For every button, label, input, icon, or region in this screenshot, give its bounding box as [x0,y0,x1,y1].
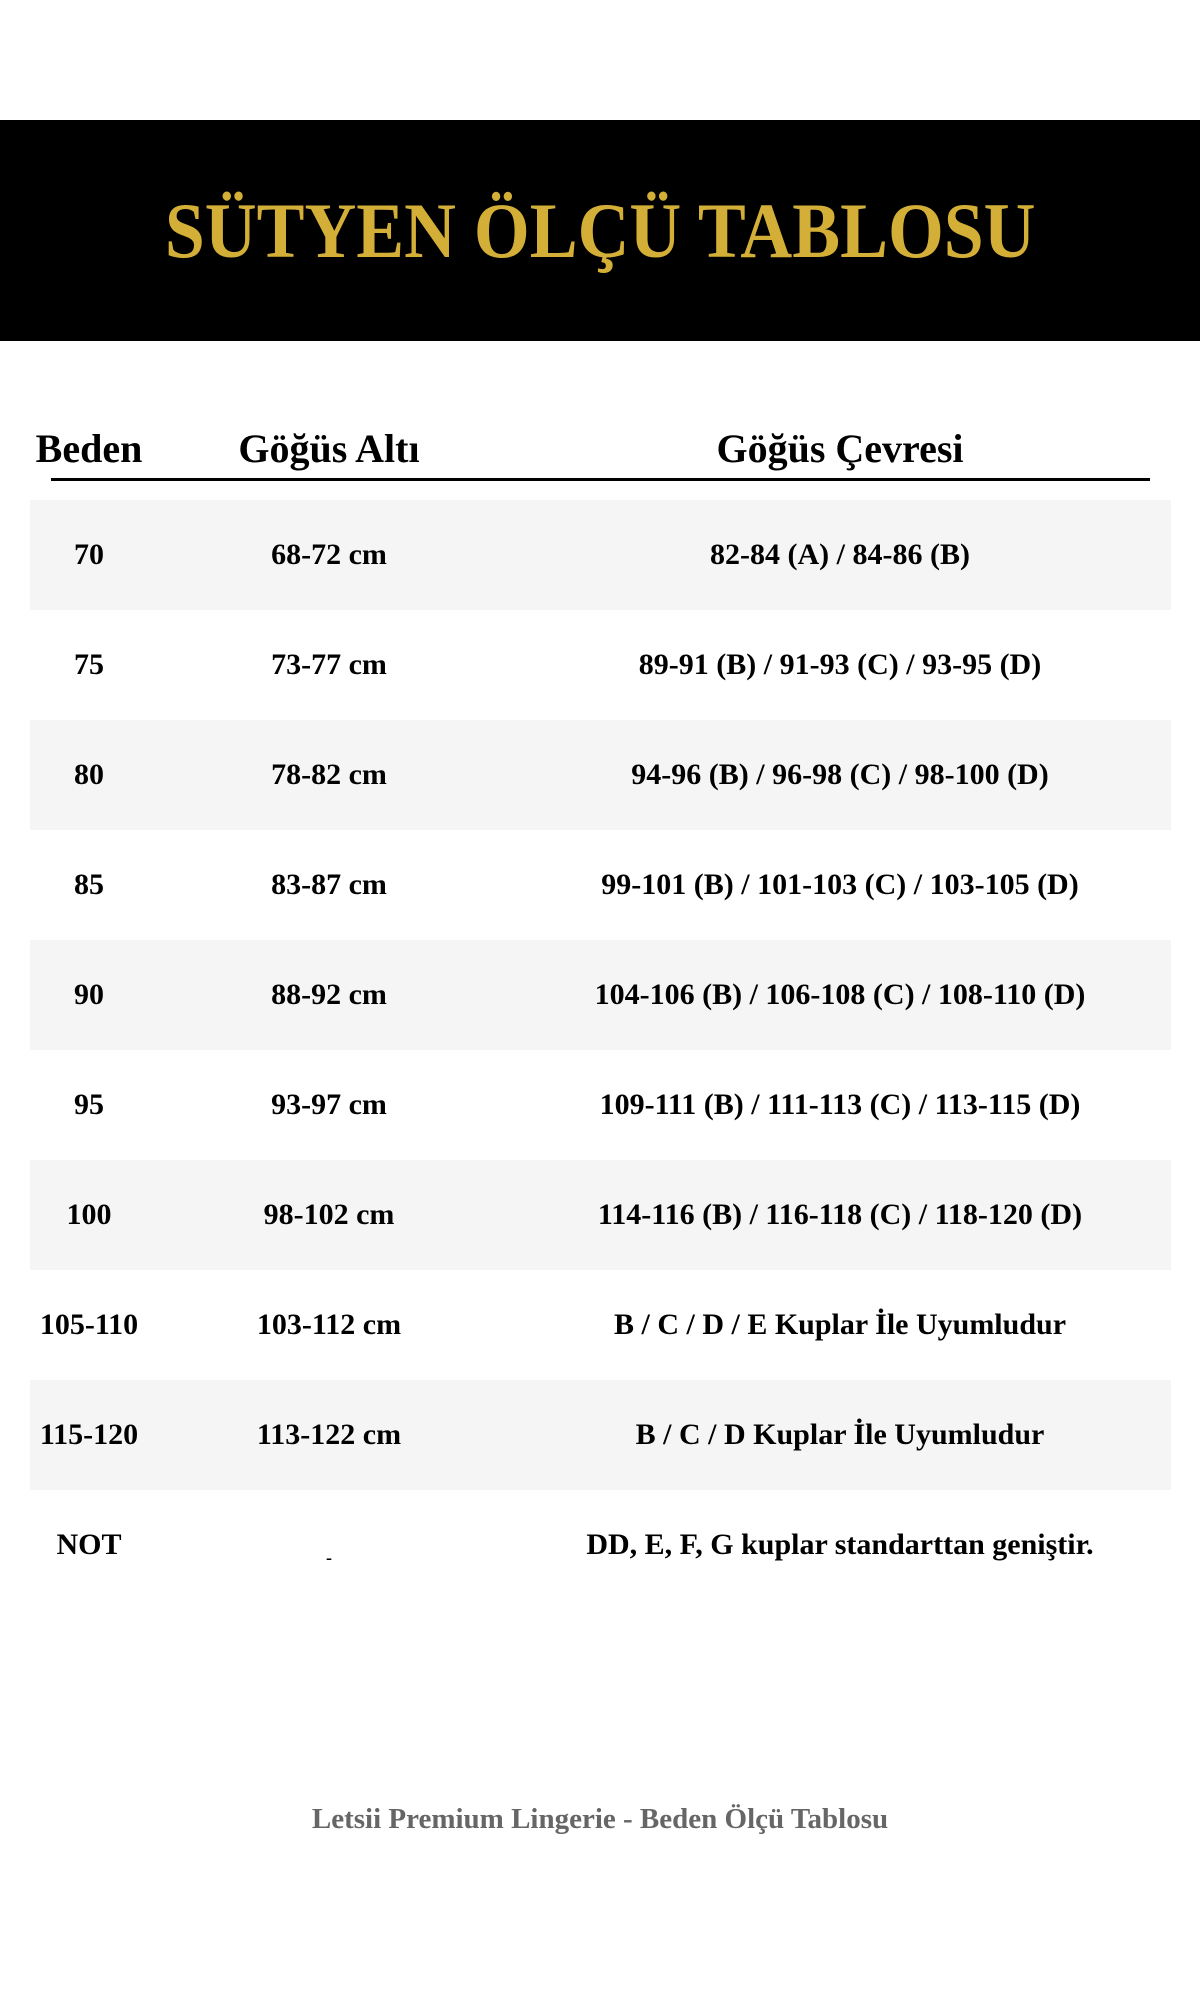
size-cell: 115-120 [39,1418,139,1451]
size-cell: 80 [74,758,104,791]
underbust-cell: 98-102 cm [263,1198,395,1231]
bust-cell: B / C / D Kuplar İle Uyumludur [635,1418,1045,1451]
page-title: SÜTYEN ÖLÇÜ TABLOSU [164,186,1036,274]
size-cell: 70 [74,538,104,571]
header-divider [51,478,1150,481]
bust-cell: DD, E, F, G kuplar standarttan geniştir. [586,1528,1094,1561]
title-banner: SÜTYEN ÖLÇÜ TABLOSU [0,120,1200,341]
size-cell: 95 [74,1088,104,1121]
underbust-cell: 88-92 cm [271,978,387,1011]
table-row: 70 68-72 cm 82-84 (A) / 84-86 (B) [30,500,1171,610]
header-gogus-alti: Göğüs Altı [238,426,420,471]
table-row: 105-110 103-112 cm B / C / D / E Kuplar İl… [30,1270,1171,1380]
footer-caption: Letsii Premium Lingerie - Beden Ölçü Tab… [311,1803,889,1835]
underbust-cell: 83-87 cm [271,868,387,901]
table-row: 95 93-97 cm 109-111 (B) / 111-113 (C) / 11… [30,1050,1171,1160]
table-row: 100 98-102 cm 114-116 (B) / 116-118 (C) / … [30,1160,1171,1270]
underbust-cell: 93-97 cm [271,1088,387,1121]
underbust-cell: 103-112 cm [256,1308,402,1341]
bust-cell: 82-84 (A) / 84-86 (B) [710,538,970,571]
table-row: 75 73-77 cm 89-91 (B) / 91-93 (C) / 93-95 … [30,610,1171,720]
size-cell: 105-110 [39,1308,139,1341]
bust-cell: 94-96 (B) / 96-98 (C) / 98-100 (D) [631,758,1049,791]
header-gogus-cevresi: Göğüs Çevresi [716,426,964,471]
size-cell: 100 [66,1198,112,1231]
underbust-cell: 73-77 cm [271,648,387,681]
bust-cell: 89-91 (B) / 91-93 (C) / 93-95 (D) [638,648,1042,681]
bust-cell: 114-116 (B) / 116-118 (C) / 118-120 (D) [597,1198,1083,1231]
bust-cell: B / C / D / E Kuplar İle Uyumludur [613,1308,1067,1341]
table-row: NOT - DD, E, F, G kuplar standarttan geniş… [30,1490,1171,1600]
underbust-cell: 113-122 cm [256,1418,402,1451]
bust-cell: 104-106 (B) / 106-108 (C) / 108-110 (D) [594,978,1086,1011]
bust-cell: 109-111 (B) / 111-113 (C) / 113-115 (D) [599,1088,1081,1121]
size-cell: 85 [74,868,104,901]
size-cell: 75 [74,648,104,681]
table-row: 85 83-87 cm 99-101 (B) / 101-103 (C) / 103… [30,830,1171,940]
table-row: 80 78-82 cm 94-96 (B) / 96-98 (C) / 98-100… [30,720,1171,830]
header-beden: Beden [35,426,143,471]
bust-cell: 99-101 (B) / 101-103 (C) / 103-105 (D) [601,868,1079,901]
underbust-cell: - [326,1547,332,1568]
table-row: 90 88-92 cm 104-106 (B) / 106-108 (C) / 10… [30,940,1171,1050]
size-cell: NOT [56,1528,122,1561]
size-cell: 90 [74,978,104,1011]
underbust-cell: 78-82 cm [271,758,387,791]
table-row: 115-120 113-122 cm B / C / D Kuplar İle Uy… [30,1380,1171,1490]
underbust-cell: 68-72 cm [271,538,387,571]
